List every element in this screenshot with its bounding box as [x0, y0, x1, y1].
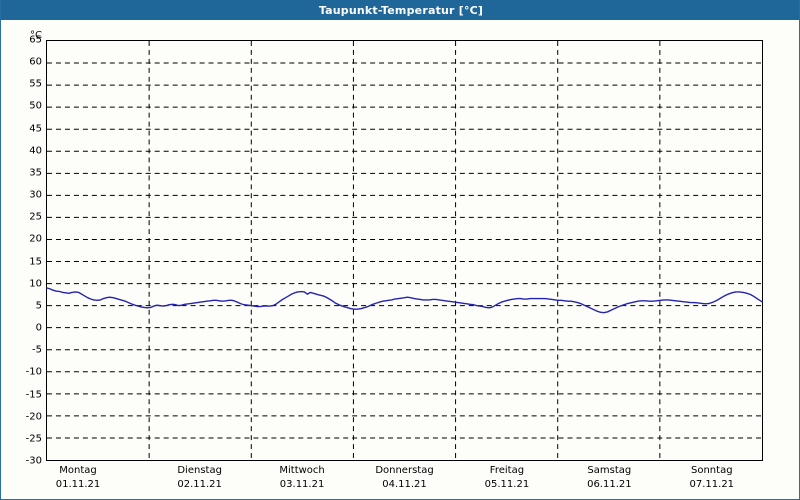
y-axis-tick-label: -20: [25, 411, 42, 423]
y-axis-tick-label: 35: [29, 167, 42, 179]
x-axis-tick-label: Montag 01.11.21: [56, 464, 101, 492]
plot-area: [46, 40, 763, 461]
x-axis-tick-label: Sonntag 07.11.21: [690, 464, 735, 492]
x-axis-day-name: Montag: [59, 465, 97, 476]
y-axis-tick-label: -10: [25, 366, 42, 378]
x-axis-date: 05.11.21: [484, 479, 530, 490]
y-axis-tick-label: 60: [29, 56, 42, 68]
x-axis-tick-label: Samstag 06.11.21: [587, 464, 632, 492]
x-axis-tick-label: Dienstag 02.11.21: [177, 464, 222, 492]
y-axis-tick-label: -25: [25, 433, 42, 445]
y-axis-tick-label: 45: [29, 123, 42, 135]
chart-frame: °C 65 60 55 50 45 40 35 30 25 20 15 10 5 0 -5 -10 -15 -20…: [1, 20, 799, 499]
y-axis-tick-label: 5: [35, 300, 42, 312]
y-axis-tick-label: 0: [35, 322, 42, 334]
y-axis-tick-label: 65: [29, 34, 42, 46]
series-polyline: [46, 287, 763, 314]
x-axis-tick-label: Mittwoch 03.11.21: [279, 464, 324, 492]
x-axis-date: 03.11.21: [279, 479, 325, 490]
x-axis-day-name: Samstag: [587, 465, 632, 476]
x-axis-tick-label: Donnerstag 04.11.21: [375, 464, 433, 492]
dewpoint-temperature-line: [46, 287, 763, 314]
x-axis-day-name: Dienstag: [177, 465, 222, 476]
x-axis-day-name: Donnerstag: [375, 465, 434, 476]
y-axis-tick-label: -30: [25, 455, 42, 467]
y-axis-tick-label: 30: [29, 189, 42, 201]
y-axis-tick-label: -5: [32, 344, 42, 356]
horizontal-gridlines: [47, 62, 762, 439]
x-axis-day-name: Sonntag: [691, 465, 733, 476]
y-axis-tick-label: 15: [29, 256, 42, 268]
x-axis-day-name: Freitag: [489, 465, 525, 476]
y-axis-tick-label: 50: [29, 100, 42, 112]
page-title: Taupunkt-Temperatur [°C]: [318, 3, 484, 17]
y-axis-tick-label: -15: [25, 389, 42, 401]
x-axis-date: 07.11.21: [689, 479, 735, 490]
x-axis-day-name: Mittwoch: [279, 465, 325, 476]
y-axis-tick-label: 10: [29, 278, 42, 290]
x-axis-date: 01.11.21: [55, 479, 101, 490]
window-title-bar: Taupunkt-Temperatur [°C]: [1, 0, 799, 20]
y-axis-tick-label: 25: [29, 211, 42, 223]
y-axis-tick-labels: 65 60 55 50 45 40 35 30 25 20 15 10 5 0 -5 -10 -15 -20 -25…: [1, 35, 42, 467]
y-axis-tick-label: 20: [29, 233, 42, 245]
x-axis-date: 04.11.21: [382, 479, 427, 490]
y-axis-tick-label: 40: [29, 145, 42, 157]
x-axis-tick-label: Freitag 05.11.21: [485, 464, 530, 492]
x-axis-date: 02.11.21: [177, 479, 222, 490]
y-axis-unit-label: °C: [30, 30, 42, 41]
x-axis-tick-labels: Montag 01.11.21 Dienstag 02.11.21 Mittwoch 03…: [46, 464, 763, 499]
x-axis-date: 06.11.21: [587, 479, 632, 490]
day-separator-gridlines: [148, 41, 661, 460]
y-axis-tick-label: 55: [29, 78, 42, 90]
